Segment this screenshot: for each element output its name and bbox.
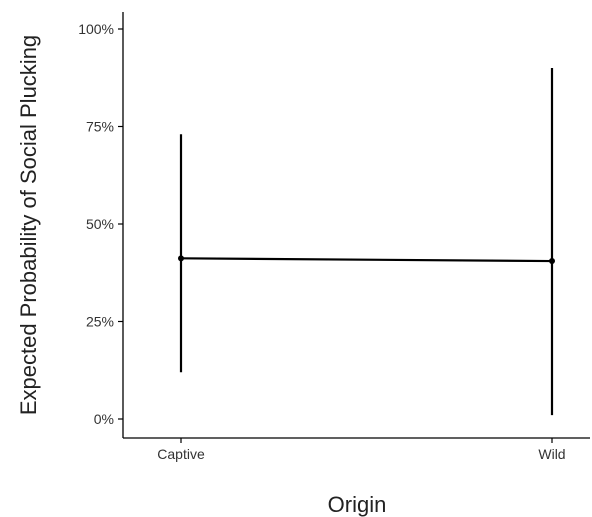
- plot-marks: [178, 68, 555, 416]
- series-line: [180, 257, 553, 263]
- x-tick-label: Captive: [157, 446, 205, 462]
- y-tick-label: 50%: [86, 216, 114, 232]
- data-point: [178, 255, 184, 262]
- x-tick-label: Wild: [538, 446, 565, 462]
- x-axis-title: Origin: [328, 492, 387, 517]
- data-point: [549, 258, 555, 265]
- y-tick-label: 75%: [86, 119, 114, 135]
- y-tick-label: 0%: [94, 411, 114, 427]
- y-tick-label: 100%: [78, 21, 114, 37]
- y-tick-label: 25%: [86, 314, 114, 330]
- x-ticks: Captive Wild: [157, 438, 566, 462]
- y-axis-title: Expected Probability of Social Plucking: [16, 35, 41, 415]
- y-ticks: 0% 25% 50% 75% 100%: [78, 21, 123, 427]
